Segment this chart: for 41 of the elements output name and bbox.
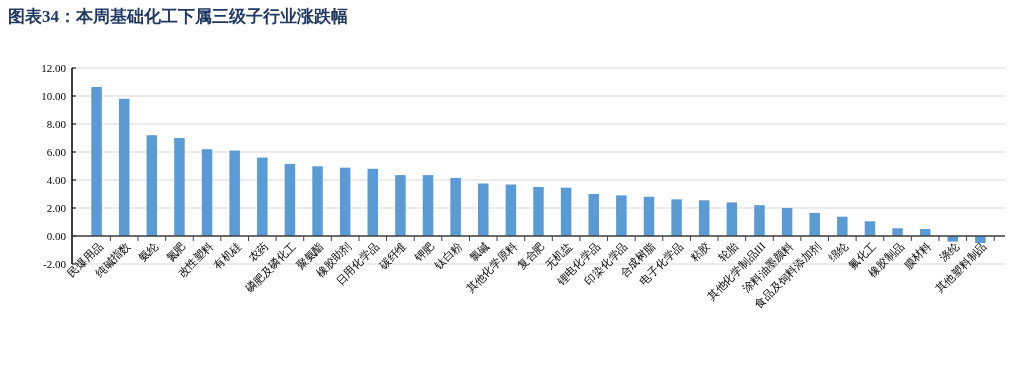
bar: [864, 221, 876, 236]
x-tick-label: 氨纶: [135, 239, 160, 264]
bar: [616, 195, 627, 236]
bar: [809, 212, 820, 236]
y-tick-label: 6.00: [46, 145, 67, 158]
bar: [312, 166, 323, 236]
y-tick-label: 10.00: [41, 89, 67, 102]
y-tick-label: -2.00: [43, 257, 67, 270]
bar: [698, 200, 710, 236]
bar: [118, 98, 130, 236]
bar: [781, 208, 793, 236]
bar: [837, 216, 848, 236]
bar: [588, 194, 599, 236]
bar: [146, 135, 158, 236]
bar: [422, 175, 434, 236]
bar: [229, 150, 240, 236]
bar: [560, 187, 572, 236]
bar: [174, 138, 185, 236]
y-tick-label: 2.00: [46, 201, 67, 214]
bar: [505, 184, 517, 236]
bar: [478, 183, 489, 236]
bar: [395, 175, 406, 236]
bar: [726, 202, 738, 236]
bar: [339, 167, 351, 236]
y-tick-label: 4.00: [46, 173, 67, 186]
chart-title: 图表34：本周基础化工下属三级子行业涨跌幅: [8, 7, 348, 26]
bar: [450, 177, 461, 236]
bar: [91, 86, 102, 236]
y-tick-label: 12.00: [41, 61, 67, 74]
bar: [201, 149, 213, 236]
bar: [754, 205, 765, 236]
y-tick-label: 0.00: [46, 229, 67, 242]
bar: [367, 168, 379, 236]
bar: [892, 228, 903, 236]
bar: [284, 163, 296, 236]
bar: [643, 196, 655, 236]
x-tick-label: 粘胶: [688, 239, 713, 264]
bar: [533, 187, 544, 236]
y-tick-label: 8.00: [46, 117, 67, 130]
bar: [671, 199, 682, 236]
bar: [257, 157, 268, 236]
